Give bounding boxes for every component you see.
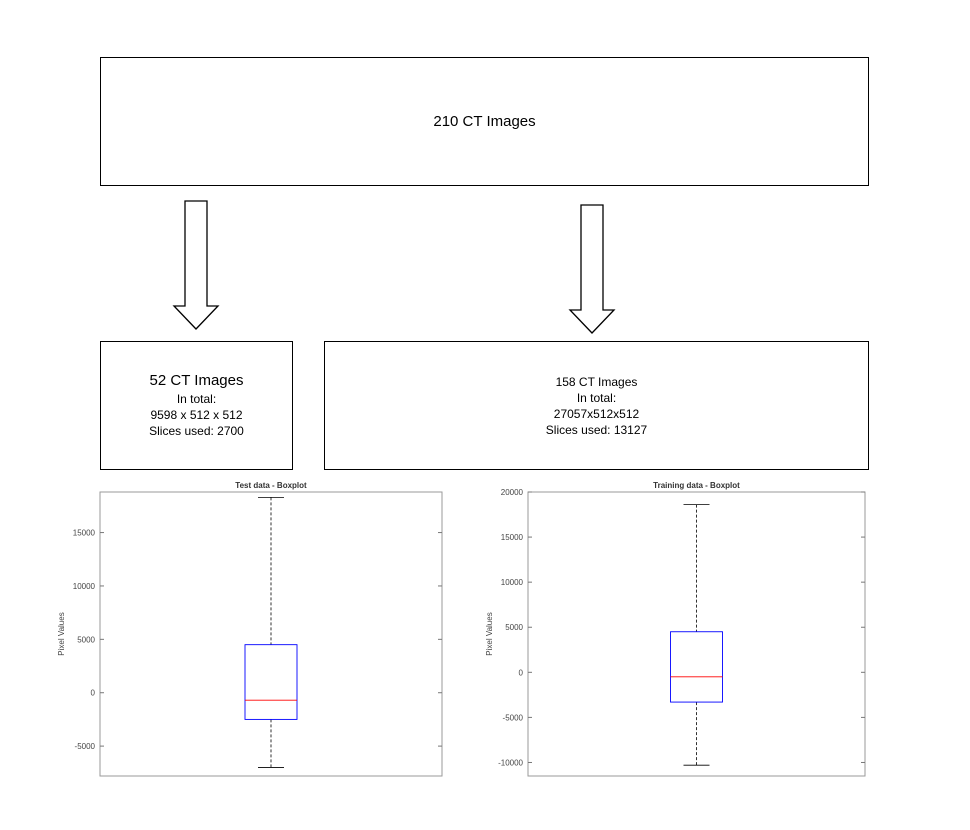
training-set-line-4: Slices used: 13127 bbox=[545, 422, 648, 437]
test-ytick-label: 15000 bbox=[73, 529, 96, 538]
test-set-title: 52 CT Images bbox=[149, 372, 244, 389]
training-set-line-3: 27057x512x512 bbox=[553, 406, 640, 421]
left-arrow bbox=[172, 200, 220, 330]
training-set-line-2: In total: bbox=[576, 390, 617, 405]
top-box-title: 210 CT Images bbox=[433, 113, 536, 130]
train-ytick-label: 0 bbox=[519, 668, 524, 677]
train-ytick-label: 20000 bbox=[501, 488, 524, 497]
train-ytick-label: 10000 bbox=[501, 578, 524, 587]
train-ytick-label: 5000 bbox=[505, 623, 523, 632]
test-ytick-label: -5000 bbox=[75, 742, 96, 751]
train-ytick-label: 15000 bbox=[501, 533, 524, 542]
training-boxplot: Training data - Boxplot Pixel Values -1000… bbox=[485, 481, 866, 777]
test-set-line-1: In total: bbox=[176, 392, 217, 406]
train-title: Training data - Boxplot bbox=[653, 481, 740, 490]
test-ylabel: Pixel Values bbox=[57, 612, 66, 655]
train-iqr-box bbox=[670, 631, 723, 703]
train-ytick-label: -5000 bbox=[503, 713, 524, 722]
top-box: 210 CT Images bbox=[100, 57, 869, 186]
test-set-box: 52 CT Images In total: 9598 x 512 x 512 … bbox=[100, 341, 293, 470]
train-ylabel: Pixel Values bbox=[485, 612, 494, 655]
test-iqr-box bbox=[244, 644, 298, 720]
test-ytick-label: 10000 bbox=[73, 582, 96, 591]
test-ytick-label: 5000 bbox=[77, 635, 95, 644]
test-set-line-3: Slices used: 2700 bbox=[149, 424, 244, 438]
training-set-line-1: 158 CT Images bbox=[555, 374, 638, 389]
test-set-line-2: 9598 x 512 x 512 bbox=[150, 408, 243, 422]
test-ytick-label: 0 bbox=[91, 689, 96, 698]
right-arrow bbox=[568, 204, 616, 334]
train-ytick-label: -10000 bbox=[498, 758, 523, 767]
test-title: Test data - Boxplot bbox=[235, 481, 307, 490]
training-set-box: 158 CT Images In total: 27057x512x512 Sl… bbox=[324, 341, 869, 470]
test-boxplot: Test data - Boxplot Pixel Values -5000 0 500… bbox=[57, 481, 443, 777]
